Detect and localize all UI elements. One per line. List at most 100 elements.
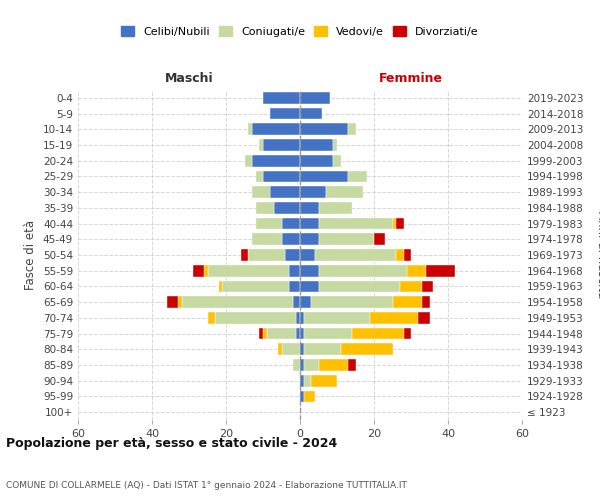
Bar <box>215 312 296 324</box>
Bar <box>319 265 407 276</box>
Bar <box>274 202 300 214</box>
Bar <box>263 170 300 182</box>
Bar <box>263 328 267 340</box>
Bar <box>404 249 411 261</box>
Bar <box>293 296 300 308</box>
Bar <box>304 375 311 386</box>
Bar <box>300 359 304 371</box>
Bar <box>248 124 252 135</box>
Bar <box>319 202 352 214</box>
Bar <box>300 218 319 230</box>
Bar <box>278 344 281 355</box>
Bar <box>241 249 248 261</box>
Bar <box>245 155 252 166</box>
Bar <box>315 249 396 261</box>
Bar <box>300 344 304 355</box>
Bar <box>281 344 300 355</box>
Bar <box>256 202 274 214</box>
Bar <box>304 390 315 402</box>
Bar <box>334 155 341 166</box>
Bar <box>256 218 281 230</box>
Bar <box>311 375 337 386</box>
Bar <box>281 234 300 245</box>
Bar <box>392 296 422 308</box>
Bar <box>300 92 329 104</box>
Bar <box>404 328 411 340</box>
Bar <box>300 280 319 292</box>
Bar <box>304 344 341 355</box>
Bar <box>300 139 334 151</box>
Bar <box>426 265 455 276</box>
Y-axis label: Fasce di età: Fasce di età <box>25 220 37 290</box>
Bar <box>259 328 263 340</box>
Bar <box>267 328 296 340</box>
Bar <box>300 312 304 324</box>
Bar <box>296 328 300 340</box>
Bar <box>218 280 223 292</box>
Bar <box>319 280 400 292</box>
Bar <box>400 280 422 292</box>
Bar <box>252 186 271 198</box>
Bar <box>300 108 322 120</box>
Bar <box>271 186 300 198</box>
Bar <box>352 328 404 340</box>
Bar <box>285 249 300 261</box>
Bar <box>252 155 300 166</box>
Bar <box>208 265 289 276</box>
Bar <box>193 265 204 276</box>
Bar <box>341 344 392 355</box>
Bar <box>289 280 300 292</box>
Bar <box>300 186 326 198</box>
Text: COMUNE DI COLLARMELE (AQ) - Dati ISTAT 1° gennaio 2024 - Elaborazione TUTTITALIA: COMUNE DI COLLARMELE (AQ) - Dati ISTAT 1… <box>6 481 407 490</box>
Bar <box>319 359 348 371</box>
Bar <box>300 170 348 182</box>
Bar <box>348 170 367 182</box>
Bar <box>418 312 430 324</box>
Bar <box>300 155 334 166</box>
Bar <box>396 218 404 230</box>
Bar <box>300 375 304 386</box>
Bar <box>304 359 319 371</box>
Bar <box>300 265 319 276</box>
Bar <box>370 312 418 324</box>
Bar <box>204 265 208 276</box>
Bar <box>304 312 370 324</box>
Bar <box>319 218 392 230</box>
Bar <box>256 170 263 182</box>
Bar <box>248 249 285 261</box>
Bar <box>271 108 300 120</box>
Bar <box>348 359 356 371</box>
Bar <box>263 139 300 151</box>
Bar <box>422 296 430 308</box>
Bar <box>178 296 182 308</box>
Bar <box>300 202 319 214</box>
Bar <box>208 312 215 324</box>
Bar <box>300 390 304 402</box>
Bar <box>300 234 319 245</box>
Text: Maschi: Maschi <box>164 72 214 85</box>
Bar <box>422 280 433 292</box>
Bar <box>263 92 300 104</box>
Bar <box>334 139 337 151</box>
Bar <box>407 265 426 276</box>
Bar <box>300 296 311 308</box>
Text: Femmine: Femmine <box>379 72 443 85</box>
Bar <box>300 124 348 135</box>
Text: Popolazione per età, sesso e stato civile - 2024: Popolazione per età, sesso e stato civil… <box>6 437 337 450</box>
Bar <box>311 296 392 308</box>
Bar <box>281 218 300 230</box>
Bar <box>293 359 300 371</box>
Bar <box>304 328 352 340</box>
Bar <box>223 280 289 292</box>
Bar <box>252 234 281 245</box>
Legend: Celibi/Nubili, Coniugati/e, Vedovi/e, Divorziati/e: Celibi/Nubili, Coniugati/e, Vedovi/e, Di… <box>118 23 482 40</box>
Bar <box>326 186 363 198</box>
Bar <box>167 296 178 308</box>
Bar <box>300 328 304 340</box>
Bar <box>252 124 300 135</box>
Bar <box>348 124 356 135</box>
Bar <box>289 265 300 276</box>
Bar <box>319 234 374 245</box>
Bar <box>182 296 293 308</box>
Bar <box>374 234 385 245</box>
